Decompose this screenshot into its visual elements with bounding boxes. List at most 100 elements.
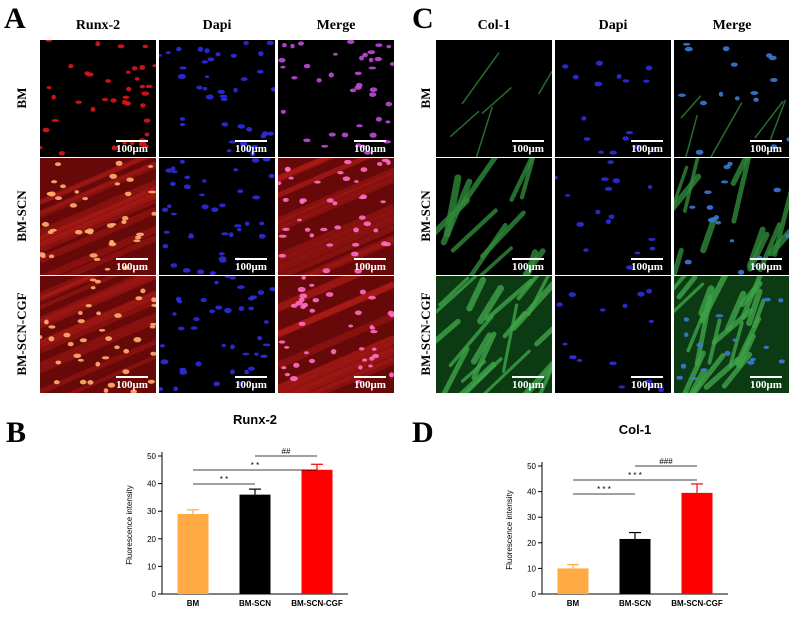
- significance-label: * *: [251, 461, 259, 470]
- scale-bar-label: 100μm: [631, 261, 663, 273]
- column-header: Merge: [316, 18, 356, 33]
- scale-bar: 100μm: [746, 376, 786, 391]
- significance-label: * * *: [628, 471, 642, 480]
- x-tick-label: BM: [187, 599, 200, 608]
- column-header: Dapi: [598, 18, 628, 33]
- micro-tile: 100μm: [40, 158, 156, 275]
- scale-bar: 100μm: [231, 376, 271, 391]
- significance-label: ###: [659, 457, 673, 466]
- micro-tile: 100μm: [436, 40, 552, 157]
- scale-bar-line: [512, 376, 544, 378]
- micro-tile: 100μm: [555, 158, 671, 275]
- scale-bar: 100μm: [627, 258, 667, 273]
- significance-label: ##: [282, 447, 291, 456]
- panel-label-a: A: [4, 2, 26, 35]
- panel-label-d: D: [412, 416, 434, 449]
- x-tick-label: BM-SCN-CGF: [291, 599, 343, 608]
- x-tick-label: BM: [567, 599, 580, 608]
- scale-bar-label: 100μm: [116, 379, 148, 391]
- scale-bar-line: [750, 140, 782, 142]
- scale-bar-label: 100μm: [354, 379, 386, 391]
- chart-title: Col-1: [619, 422, 652, 437]
- micro-tile: 100μm: [674, 276, 789, 393]
- scale-bar-line: [750, 376, 782, 378]
- micro-tile: 100μm: [278, 276, 394, 393]
- row-header: BM: [418, 87, 433, 109]
- scale-bar: 100μm: [350, 258, 390, 273]
- column-header: Merge: [712, 18, 752, 33]
- scale-bar: 100μm: [627, 376, 667, 391]
- scale-bar-line: [235, 376, 267, 378]
- scale-bar-label: 100μm: [354, 261, 386, 273]
- scale-bar-label: 100μm: [512, 261, 544, 273]
- row-header: BM: [14, 87, 29, 109]
- row-header: BM-SCN: [418, 190, 433, 242]
- micro-tile: 100μm: [555, 276, 671, 393]
- significance-label: * *: [220, 475, 228, 484]
- chart-svg: Col-1 Fluorescence intensity 0 10 20 30 40 50 BM…: [505, 422, 728, 608]
- bar: [239, 494, 271, 594]
- scale-bar: 100μm: [112, 376, 152, 391]
- y-tick-label: 40: [147, 480, 156, 489]
- scale-bar-line: [750, 258, 782, 260]
- bar-chart-runx2: Runx-2 Fluorescence intensity 0 10 20 30 40 50 B…: [100, 410, 360, 616]
- scale-bar-label: 100μm: [235, 261, 267, 273]
- scale-bar-line: [631, 376, 663, 378]
- y-tick-label: 0: [152, 590, 157, 599]
- scale-bar-label: 100μm: [354, 143, 386, 155]
- bar: [619, 538, 651, 594]
- micro-tile: 100μm: [674, 158, 789, 275]
- y-tick-label: 0: [532, 590, 537, 599]
- micro-tile: 100μm: [40, 276, 156, 393]
- scale-bar: 100μm: [112, 258, 152, 273]
- y-axis-label: Fluorescence intensity: [125, 485, 134, 565]
- micro-tile: 100μm: [159, 40, 275, 157]
- micro-tile: 100μm: [674, 40, 789, 157]
- scale-bar-line: [116, 258, 148, 260]
- scale-bar-label: 100μm: [631, 143, 663, 155]
- column-header: Col-1: [477, 18, 511, 33]
- micro-tile: 100μm: [436, 158, 552, 275]
- panel-label-c: C: [412, 2, 434, 35]
- chart-title: Runx-2: [233, 412, 277, 427]
- scale-bar-line: [631, 140, 663, 142]
- scale-bar-label: 100μm: [631, 379, 663, 391]
- scale-bar: 100μm: [112, 140, 152, 155]
- scale-bar-label: 100μm: [235, 143, 267, 155]
- scale-bar-label: 100μm: [750, 379, 782, 391]
- micro-tile: 100μm: [159, 158, 275, 275]
- micro-tile: 100μm: [436, 276, 552, 393]
- scale-bar-label: 100μm: [512, 143, 544, 155]
- scale-bar: 100μm: [350, 376, 390, 391]
- scale-bar-line: [235, 258, 267, 260]
- scale-bar: 100μm: [231, 140, 271, 155]
- y-tick-label: 20: [527, 539, 536, 548]
- scale-bar-line: [631, 258, 663, 260]
- scale-bar: 100μm: [350, 140, 390, 155]
- bar: [177, 513, 209, 594]
- scale-bar-line: [354, 258, 386, 260]
- scale-bar-label: 100μm: [116, 261, 148, 273]
- scale-bar-label: 100μm: [235, 379, 267, 391]
- micro-tile: 100μm: [555, 40, 671, 157]
- micro-tile: 100μm: [278, 158, 394, 275]
- panel-label-b: B: [6, 416, 27, 449]
- scale-bar-label: 100μm: [750, 261, 782, 273]
- scale-bar-line: [116, 376, 148, 378]
- column-header: Runx-2: [75, 18, 121, 33]
- chart-svg: Runx-2 Fluorescence intensity 0 10 20 30 40 50 B…: [125, 412, 348, 608]
- scale-bar-line: [512, 140, 544, 142]
- scale-bar: 100μm: [627, 140, 667, 155]
- row-header: BM-SCN: [14, 190, 29, 242]
- micro-tile: 100μm: [278, 40, 394, 157]
- scale-bar: 100μm: [746, 140, 786, 155]
- scale-bar: 100μm: [508, 140, 548, 155]
- scale-bar-line: [354, 140, 386, 142]
- y-tick-label: 10: [147, 562, 156, 571]
- scale-bar-line: [235, 140, 267, 142]
- scale-bar: 100μm: [231, 258, 271, 273]
- micro-tile: 100μm: [40, 40, 156, 157]
- scale-bar-line: [512, 258, 544, 260]
- y-tick-label: 10: [527, 564, 536, 573]
- y-tick-label: 30: [527, 513, 536, 522]
